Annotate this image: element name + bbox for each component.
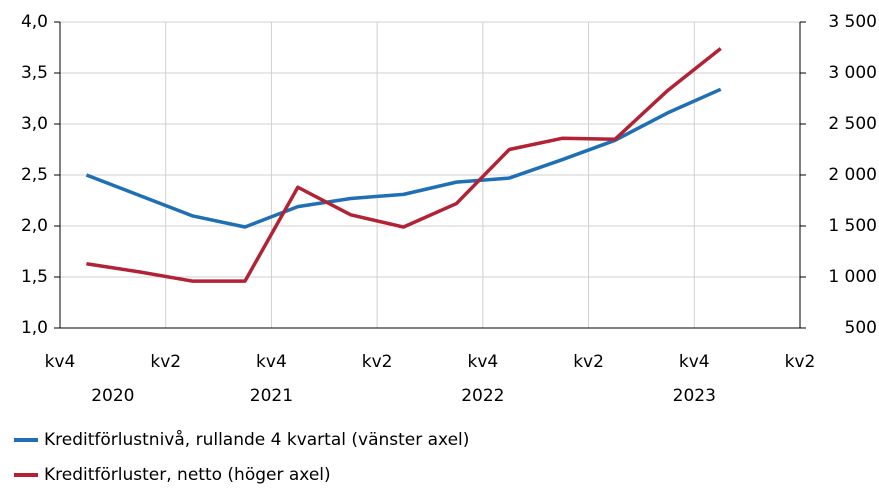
series-line [86,47,722,283]
y2-tick-label: 3 000 [828,63,877,83]
y-tick-label: 3,5 [21,63,48,83]
year-label: 2021 [250,386,293,406]
y2-tick-label: 1 500 [828,216,877,236]
year-label: 2022 [461,386,504,406]
y2-tick-label: 1 000 [828,267,877,287]
x-tick-label: kv4 [45,352,76,372]
x-tick-label: kv2 [785,352,816,372]
y-tick-label: 1,0 [21,318,48,338]
year-label: 2023 [673,386,716,406]
x-tick-label: kv4 [467,352,498,372]
y-tick-label: 2,5 [21,165,48,185]
y2-tick-label: 500 [845,318,877,338]
y-tick-label: 1,5 [21,267,48,287]
x-tick-label: kv4 [679,352,710,372]
legend-label: Kreditförluster, netto (höger axel) [44,465,331,485]
legend-label: Kreditförlustnivå, rullande 4 kvartal (v… [44,429,469,450]
series-line [85,87,722,229]
x-tick-label: kv4 [256,352,287,372]
y2-tick-label: 3 500 [828,12,877,32]
x-tick-label: kv2 [573,352,604,372]
x-tick-label: kv2 [150,352,181,372]
y2-tick-label: 2 500 [828,114,877,134]
y-tick-label: 4,0 [21,12,48,32]
y2-tick-label: 2 000 [828,165,877,185]
y-tick-label: 2,0 [21,216,48,236]
year-label: 2020 [91,386,134,406]
y-tick-label: 3,0 [21,114,48,134]
x-tick-label: kv2 [362,352,393,372]
